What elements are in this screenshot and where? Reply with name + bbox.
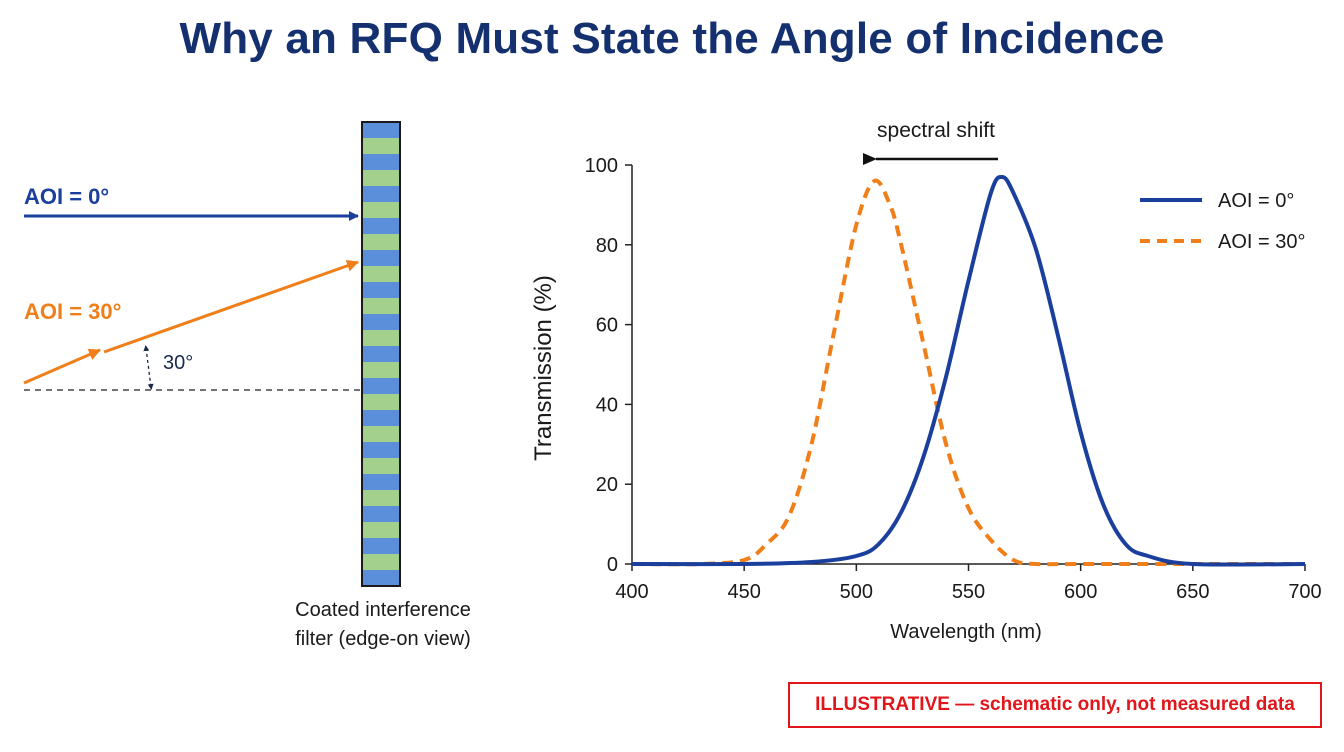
chart: 0 20 40 60 80 100 400 450 500 550 600 650 700 Wavel… xyxy=(530,119,1322,643)
x-tick-label: 450 xyxy=(727,581,760,603)
filter-outline xyxy=(361,121,401,587)
filter-layer xyxy=(363,490,399,507)
filter-layer xyxy=(363,458,399,475)
filter-layer xyxy=(363,186,399,203)
y-tick-label: 100 xyxy=(585,155,618,177)
y-tick-label: 20 xyxy=(596,474,618,496)
filter-layer xyxy=(363,266,399,283)
filter-layer xyxy=(363,506,399,523)
filter-layer xyxy=(363,154,399,171)
filter-layer xyxy=(363,122,399,139)
series-layer xyxy=(631,174,1306,567)
filter-layer xyxy=(363,170,399,187)
series-aoi-30-line xyxy=(631,178,1305,567)
y-tick-label: 60 xyxy=(596,315,618,337)
y-tick-label: 40 xyxy=(596,394,618,416)
angle-indicator xyxy=(143,345,154,390)
legend-label-aoi-0: AOI = 0° xyxy=(1218,190,1294,212)
x-tick-label: 400 xyxy=(615,581,648,603)
interference-filter xyxy=(363,122,399,587)
legend: AOI = 0° AOI = 30° xyxy=(1140,190,1306,253)
beam-aoi-30-incoming xyxy=(23,348,101,385)
x-tick-label: 700 xyxy=(1288,581,1321,603)
filter-caption-line1: Coated interference xyxy=(295,599,471,621)
x-tick-label: 600 xyxy=(1064,581,1097,603)
filter-layer xyxy=(363,538,399,555)
angle-label: 30° xyxy=(163,352,193,374)
filter-layer xyxy=(363,218,399,235)
beam-aoi-30-label: AOI = 30° xyxy=(24,299,121,324)
filter-layer xyxy=(363,138,399,155)
filter-layer xyxy=(363,554,399,571)
filter-layer xyxy=(363,394,399,411)
filter-layer xyxy=(363,234,399,251)
x-axis-label: Wavelength (nm) xyxy=(890,621,1042,643)
legend-label-aoi-30: AOI = 30° xyxy=(1218,231,1306,253)
filter-layer xyxy=(363,314,399,331)
filter-layer xyxy=(363,474,399,491)
beam-aoi-30-arrow xyxy=(103,260,359,354)
filter-layer xyxy=(363,282,399,299)
y-tick-label: 80 xyxy=(596,235,618,257)
x-tick-label: 550 xyxy=(952,581,985,603)
y-axis-label: Transmission (%) xyxy=(530,275,557,461)
spectral-shift-label: spectral shift xyxy=(877,119,995,142)
x-tick-label: 650 xyxy=(1176,581,1209,603)
filter-layer xyxy=(363,426,399,443)
x-tick-label: 500 xyxy=(840,581,873,603)
y-ticks: 0 20 40 60 80 100 xyxy=(585,155,632,576)
filter-layer xyxy=(363,410,399,427)
filter-layer xyxy=(363,362,399,379)
filter-diagram: AOI = 0° AOI = 30° 30° Coated interferen… xyxy=(23,121,471,650)
filter-layer xyxy=(363,570,399,587)
filter-layer xyxy=(363,346,399,363)
series-aoi-0-line xyxy=(631,174,1306,567)
x-ticks: 400 450 500 550 600 650 700 xyxy=(615,564,1322,603)
y-tick-label: 0 xyxy=(607,554,618,576)
filter-caption-line2: filter (edge-on view) xyxy=(295,628,471,650)
illustrative-disclaimer: ILLUSTRATIVE — schematic only, not measu… xyxy=(788,682,1322,728)
filter-layer xyxy=(363,378,399,395)
filter-layer xyxy=(363,298,399,315)
beam-aoi-0-label: AOI = 0° xyxy=(24,184,109,209)
filter-layer xyxy=(363,442,399,459)
filter-layer xyxy=(363,522,399,539)
filter-layer xyxy=(363,202,399,219)
filter-layer xyxy=(363,330,399,347)
page-title: Why an RFQ Must State the Angle of Incid… xyxy=(179,14,1165,63)
filter-layer xyxy=(363,250,399,267)
